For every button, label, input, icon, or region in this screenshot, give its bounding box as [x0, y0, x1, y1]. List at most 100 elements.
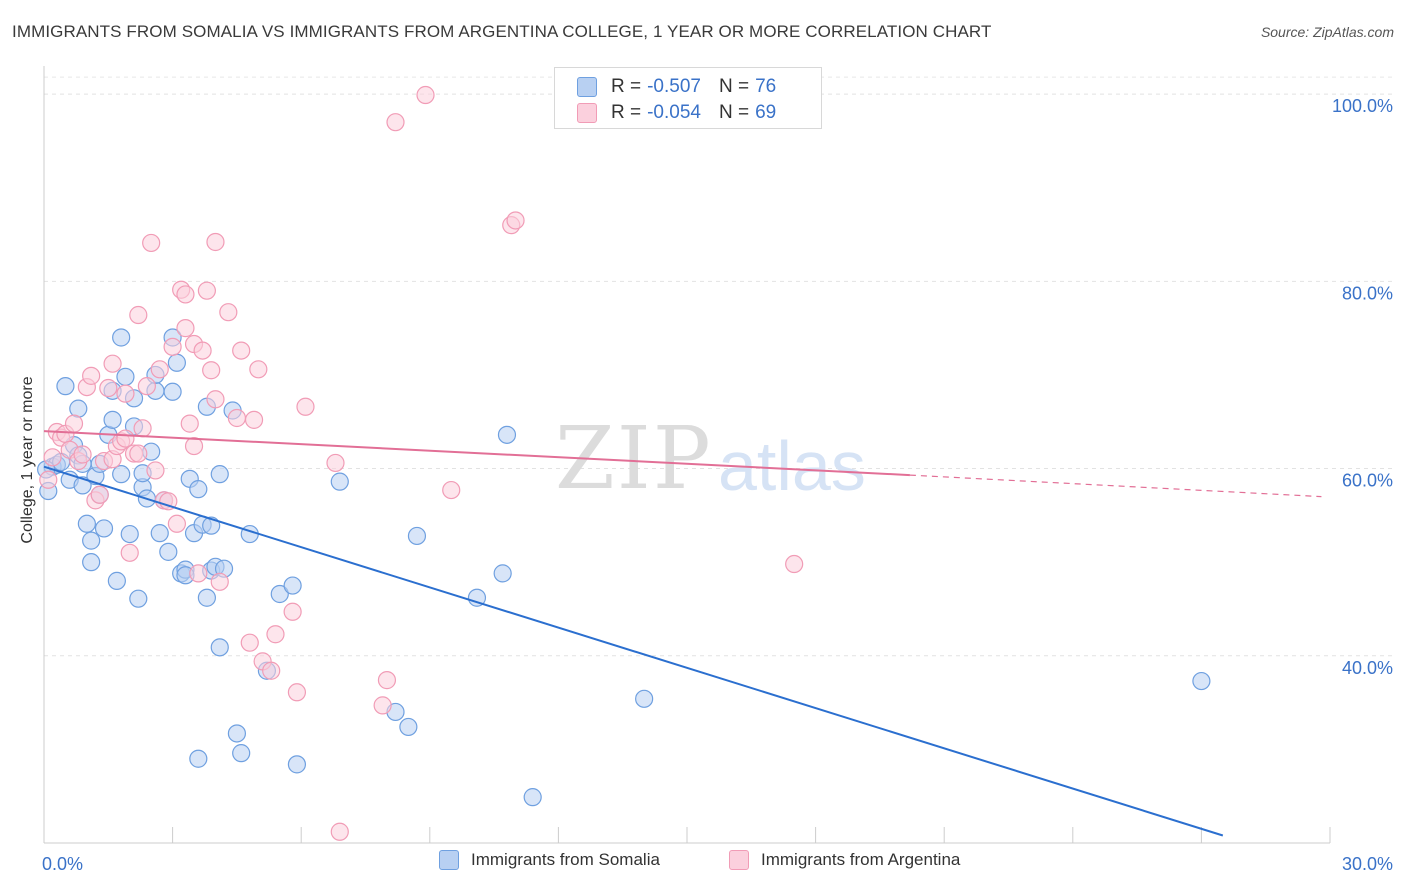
- point-somalia: [56, 377, 75, 396]
- y-tick-label: 40.0%: [1342, 658, 1393, 678]
- point-argentina: [189, 564, 208, 583]
- legend-swatch-somalia: [577, 77, 597, 97]
- point-somalia: [163, 382, 182, 401]
- point-somalia: [497, 425, 517, 444]
- point-argentina: [133, 419, 152, 438]
- point-argentina: [137, 377, 156, 396]
- point-somalia: [69, 399, 88, 418]
- point-argentina: [377, 671, 397, 690]
- x-tick-label: 0.0%: [42, 854, 83, 874]
- point-argentina: [416, 85, 435, 105]
- point-argentina: [262, 661, 281, 680]
- legend-n-value: 76: [755, 76, 777, 97]
- point-somalia: [635, 689, 654, 708]
- legend-item-argentina[interactable]: Immigrants from Argentina: [729, 850, 960, 870]
- point-argentina: [142, 233, 161, 253]
- point-somalia: [330, 472, 349, 491]
- legend-item-somalia[interactable]: Immigrants from Somalia: [439, 850, 660, 870]
- point-somalia: [210, 465, 229, 484]
- trend-line-extension-argentina: [909, 474, 1322, 498]
- point-somalia: [112, 328, 131, 347]
- y-tick-label: 60.0%: [1342, 471, 1393, 491]
- point-somalia: [202, 516, 221, 535]
- correlation-legend: R = -0.507 N = 76 R = -0.054 N = 69: [554, 67, 822, 129]
- point-argentina: [176, 285, 195, 304]
- point-argentina: [197, 281, 216, 300]
- point-argentina: [90, 485, 109, 504]
- legend-swatch-argentina: [577, 103, 597, 123]
- legend-n-label: N =: [718, 102, 750, 123]
- point-argentina: [206, 232, 225, 252]
- point-somalia: [493, 564, 512, 583]
- legend-n-value: 69: [755, 102, 777, 123]
- point-somalia: [197, 588, 216, 607]
- point-argentina: [202, 361, 221, 380]
- point-argentina: [129, 305, 148, 325]
- point-somalia: [82, 531, 101, 550]
- y-axis-label: College, 1 year or more: [19, 376, 36, 544]
- point-somalia: [407, 526, 427, 546]
- point-argentina: [116, 429, 135, 448]
- point-somalia: [150, 524, 169, 543]
- point-somalia: [467, 588, 487, 607]
- point-argentina: [244, 410, 264, 429]
- point-somalia: [112, 465, 131, 484]
- point-somalia: [232, 744, 251, 763]
- chart-source: Source: ZipAtlas.com: [1260, 24, 1394, 40]
- trend-line-argentina: [43, 430, 910, 477]
- gridlines: [44, 76, 1394, 657]
- point-argentina: [287, 683, 307, 702]
- legend-swatch-somalia: [439, 850, 459, 870]
- point-argentina: [43, 448, 62, 467]
- point-somalia: [189, 480, 208, 499]
- point-somalia: [283, 576, 302, 595]
- legend-swatch-argentina: [729, 850, 749, 870]
- point-argentina: [206, 390, 225, 409]
- point-argentina: [180, 414, 199, 433]
- x-tick-labels: 0.0% 30.0%: [42, 854, 1393, 874]
- point-somalia: [523, 788, 542, 807]
- point-argentina: [150, 360, 169, 379]
- point-argentina: [330, 822, 349, 841]
- point-argentina: [64, 414, 84, 433]
- point-argentina: [184, 436, 204, 456]
- point-somalia: [103, 410, 122, 429]
- legend-label-argentina: Immigrants from Argentina: [761, 850, 961, 869]
- point-argentina: [296, 397, 315, 416]
- point-somalia: [107, 571, 126, 590]
- point-argentina: [176, 319, 195, 338]
- point-argentina: [266, 625, 285, 644]
- point-somalia: [116, 367, 135, 386]
- y-tick-labels: 100.0% 80.0% 60.0% 40.0%: [1332, 96, 1393, 678]
- point-argentina: [210, 572, 229, 591]
- point-argentina: [116, 384, 135, 403]
- point-argentina: [129, 444, 148, 463]
- point-argentina: [249, 360, 268, 379]
- legend-r-label: R =: [611, 76, 642, 97]
- legend-row-argentina: R = -0.054 N = 69: [577, 100, 776, 126]
- point-argentina: [785, 554, 804, 574]
- legend-r-value: -0.054: [647, 102, 701, 123]
- point-argentina: [386, 113, 405, 132]
- point-argentina: [167, 514, 186, 533]
- point-somalia: [189, 749, 208, 768]
- point-argentina: [283, 602, 302, 621]
- point-somalia: [120, 524, 139, 544]
- point-argentina: [159, 492, 178, 511]
- trend-lines: [43, 430, 1322, 837]
- point-argentina: [103, 354, 122, 373]
- legend-r-label: R =: [611, 102, 642, 123]
- point-somalia: [82, 553, 101, 572]
- series-legend: Immigrants from Somalia Immigrants from …: [0, 850, 1406, 880]
- point-somalia: [240, 524, 259, 544]
- point-somalia: [210, 638, 229, 657]
- point-somalia: [270, 584, 289, 604]
- points-argentina: [39, 85, 804, 841]
- point-somalia: [287, 755, 307, 774]
- point-argentina: [193, 341, 212, 360]
- point-somalia: [77, 514, 96, 533]
- point-argentina: [146, 461, 165, 480]
- point-argentina: [73, 445, 92, 464]
- legend-label-somalia: Immigrants from Somalia: [471, 850, 660, 869]
